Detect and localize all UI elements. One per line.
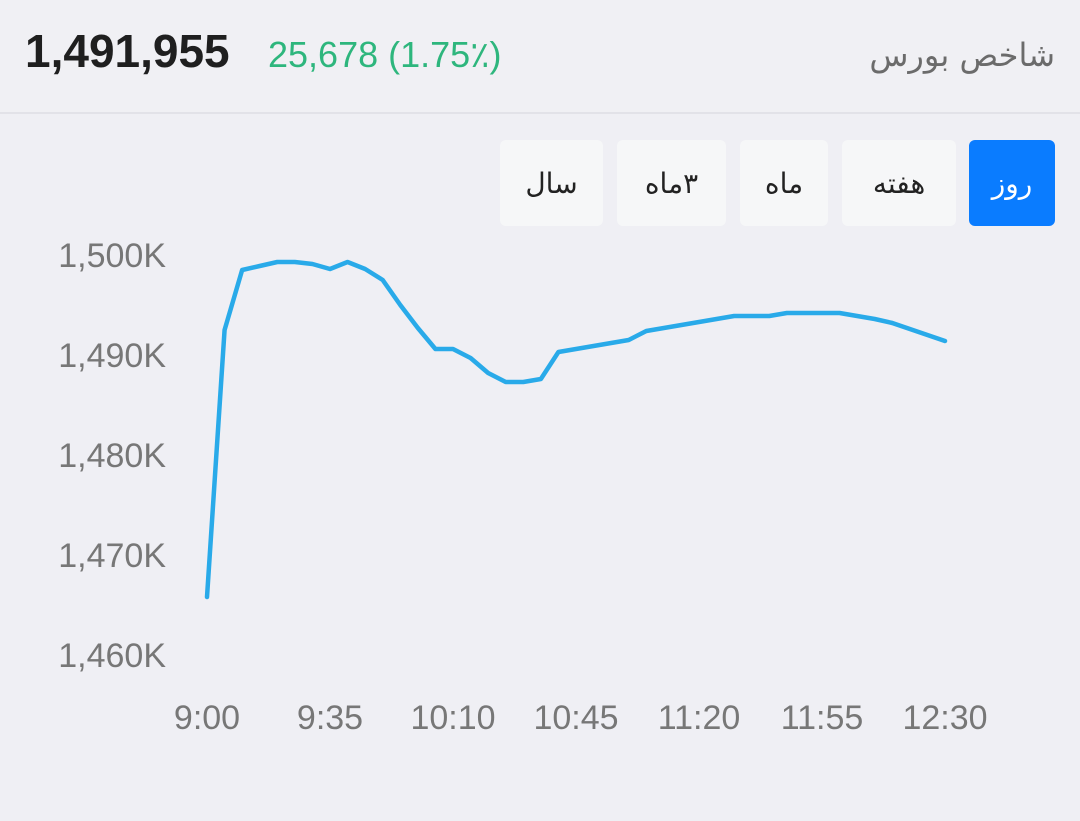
x-tick-label: 10:10 — [410, 699, 495, 737]
index-change: 25,678 (1.75٪) — [268, 34, 502, 75]
x-tick-label: 10:45 — [533, 699, 618, 737]
x-tick-label: 11:20 — [658, 699, 741, 737]
x-tick-label: 9:00 — [174, 699, 240, 737]
x-tick-label: 12:30 — [902, 699, 987, 737]
period-tab[interactable]: هفته — [842, 140, 956, 226]
header: 1,491,955 25,678 (1.75٪) شاخص بورس — [0, 0, 1080, 114]
x-tick-label: 9:35 — [297, 699, 363, 737]
price-line — [204, 259, 948, 600]
period-tab[interactable]: ۳ماه — [617, 140, 726, 226]
period-tab[interactable]: ماه — [740, 140, 828, 226]
y-tick-label: 1,500K — [58, 237, 166, 275]
y-tick-label: 1,460K — [58, 637, 166, 675]
y-tick-label: 1,480K — [58, 437, 166, 475]
period-tab[interactable]: سال — [500, 140, 603, 226]
period-tab[interactable]: روز — [969, 140, 1055, 226]
x-tick-label: 11:55 — [781, 699, 864, 737]
y-tick-label: 1,490K — [58, 337, 166, 375]
index-title: شاخص بورس — [869, 36, 1055, 74]
index-value: 1,491,955 — [25, 25, 230, 77]
y-tick-label: 1,470K — [58, 537, 166, 575]
